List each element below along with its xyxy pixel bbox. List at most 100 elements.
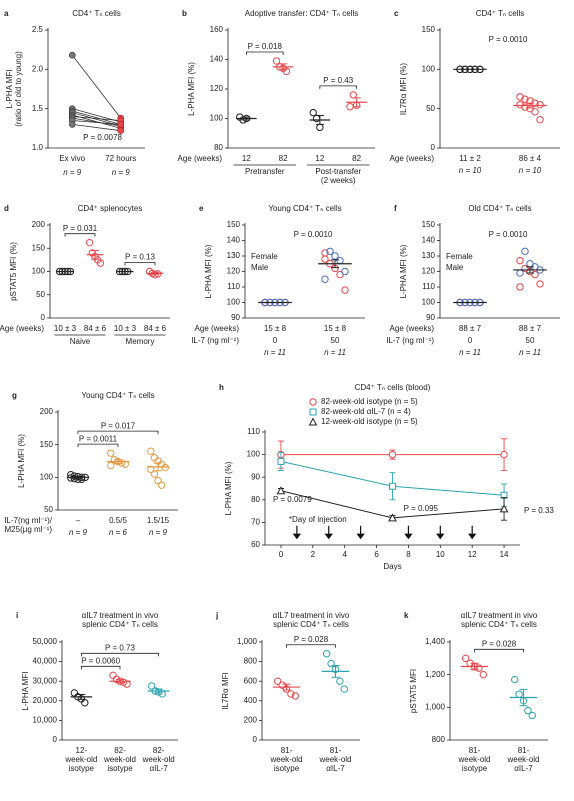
row-value: 0 <box>273 336 278 345</box>
x-tick-label: week-old <box>506 755 539 764</box>
data-point <box>96 259 105 267</box>
x-tick-label: 15 ± 8 <box>324 324 347 333</box>
n-label: n = 9 <box>63 168 82 177</box>
x-tick-label: 88 ± 7 <box>459 324 482 333</box>
data-point <box>321 275 329 283</box>
data-point <box>461 654 470 663</box>
legend-entry: Female <box>251 252 278 261</box>
data-point <box>272 57 281 65</box>
data-point <box>331 252 339 260</box>
x-tick-label: 1.5/15 <box>147 516 170 525</box>
x-tick-label: isotype <box>462 764 488 773</box>
p-value: P = 0.018 <box>248 42 283 51</box>
x-tick-label: isotype <box>274 764 300 773</box>
y-tick-label: 2.5 <box>32 25 44 34</box>
y-tick-label: 140 <box>422 236 436 245</box>
y-tick-label: 100 <box>422 64 436 73</box>
x-tick-label: αIL-7 <box>149 764 168 773</box>
y-tick-label: 800 <box>244 657 258 666</box>
x-tick-label: 82- <box>153 746 165 755</box>
y-tick-label: 40,000 <box>33 657 58 666</box>
panel-label: c <box>394 9 399 18</box>
x-tick-label: αIL-7 <box>326 764 345 773</box>
p-value: P = 0.43 <box>323 76 353 85</box>
error-bar <box>282 683 291 691</box>
axis <box>261 640 360 741</box>
group-label: Post-transfer <box>315 167 361 176</box>
x-tick-label: 14 <box>500 550 509 559</box>
x-tick-label: isotype <box>69 764 95 773</box>
panel-label: h <box>219 383 224 392</box>
bracket <box>80 665 121 670</box>
legend-entry: 82-week-old isotype (n = 5) <box>321 397 418 406</box>
panel-title: CD4⁺ Tₙ cells (blood) <box>355 383 431 392</box>
y-axis-label: L-PHA MFI (%) <box>399 244 408 298</box>
y-axis-label: pSTAT5 MFI (%) <box>9 242 18 301</box>
x-tick-label: 12 <box>468 550 477 559</box>
pair-line <box>71 54 122 119</box>
panel-title: splenic CD4⁺ Tₙ cells <box>82 620 158 629</box>
data-point <box>524 706 532 715</box>
legend-marker <box>309 408 317 416</box>
y-tick-label: 120 <box>210 84 224 93</box>
y-axis-label: L-PHA MFI <box>5 69 14 108</box>
data-point <box>77 475 86 483</box>
y-tick-label: 130 <box>422 251 436 260</box>
panel-label: a <box>4 9 9 18</box>
y-axis-label: L-PHA MFI <box>21 671 30 710</box>
x-tick-label: 82 <box>352 154 361 163</box>
data-point <box>70 474 79 483</box>
x-tick-label: week-old <box>142 755 175 764</box>
p-value: P = 0.0060 <box>81 656 120 665</box>
data-point <box>109 671 117 680</box>
data-point <box>499 504 509 513</box>
data-point <box>282 67 291 76</box>
data-point <box>117 127 125 134</box>
x-axis-label: Days <box>383 562 401 571</box>
y-tick-label: 100 <box>247 450 261 459</box>
y-axis-label: L-PHA MFI (%) <box>17 434 26 488</box>
data-point <box>521 95 529 103</box>
y-tick-label: 100 <box>210 114 224 123</box>
y-tick-label: 10,000 <box>33 716 58 725</box>
panel-title: αIL7 treatment in vivo <box>82 611 159 620</box>
y-tick-label: 1.0 <box>32 143 44 152</box>
panel-title: CD4⁺ Tₙ cells <box>72 9 121 18</box>
row-label: Age (weeks) <box>178 154 223 163</box>
y-tick-label: 0 <box>431 143 436 152</box>
data-point <box>273 677 282 685</box>
error-bar <box>315 115 324 125</box>
data-point <box>475 664 483 672</box>
p-value: P = 0.0010 <box>489 35 528 44</box>
row-value: 50 <box>526 336 535 345</box>
x-tick-label: week-old <box>318 755 351 764</box>
error-bar <box>526 266 534 274</box>
data-point <box>388 513 397 522</box>
x-tick-label: 15 ± 8 <box>264 324 287 333</box>
error-bar <box>114 459 122 465</box>
y-tick-label: 150 <box>227 220 241 229</box>
y-tick-label: 70 <box>251 518 260 527</box>
data-point <box>150 470 159 478</box>
data-point <box>157 481 166 489</box>
x-tick-label: 88 ± 7 <box>519 324 542 333</box>
row-label: IL-7 (ng ml⁻¹) <box>386 336 434 345</box>
injection-arrow <box>292 525 302 540</box>
legend-entry: Male <box>446 263 464 272</box>
data-point <box>277 457 285 465</box>
y-tick-label: 50,000 <box>33 637 58 646</box>
data-point <box>341 267 349 276</box>
row-label: Age (weeks) <box>195 324 240 333</box>
group-label: Naive <box>70 337 91 346</box>
panel-label: g <box>12 391 17 400</box>
y-tick-label: 110 <box>247 427 260 436</box>
panel-title: Old CD4⁺ Tₙ cells <box>468 204 531 213</box>
legend-entry: 12-week-old isotype (n = 5) <box>321 417 418 426</box>
n-label: n = 9 <box>149 528 168 537</box>
y-axis-label: L-PHA MFI (%) <box>187 62 196 116</box>
y-tick-label: 100 <box>32 267 46 276</box>
legend-marker <box>309 398 317 406</box>
x-tick-label: 81- <box>330 746 342 755</box>
row-label: Age (weeks) <box>390 154 435 163</box>
bracket <box>245 51 284 55</box>
